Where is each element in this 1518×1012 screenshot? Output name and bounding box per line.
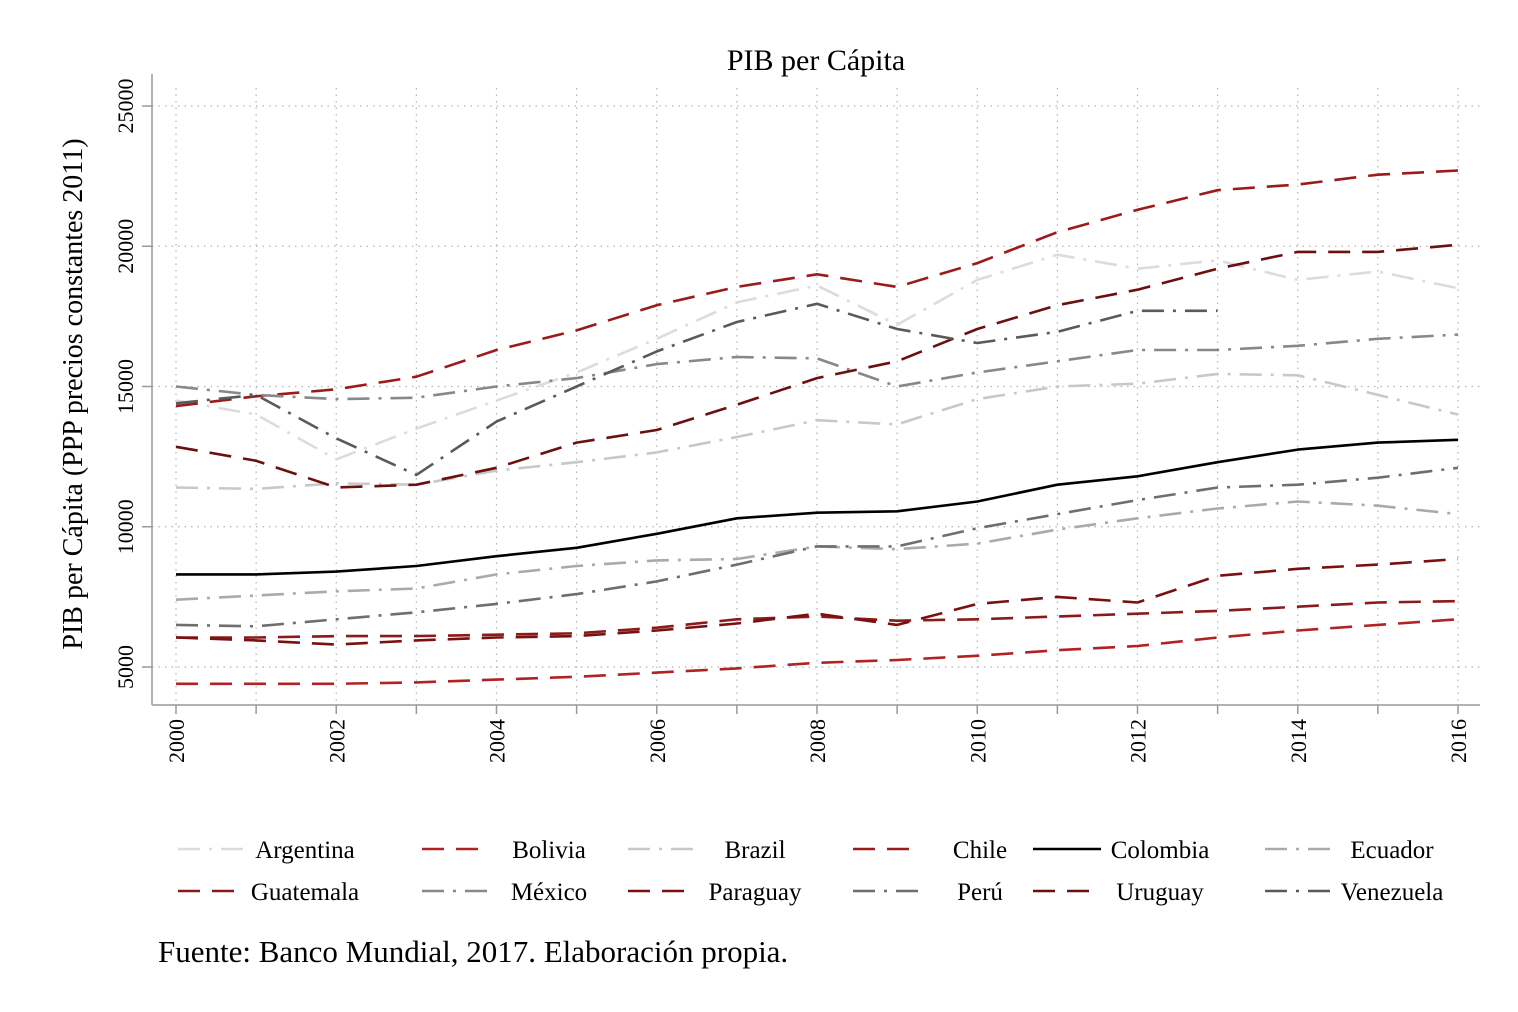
- series-line-guatemala: [176, 599, 1459, 639]
- x-axis-ticks: 2000 2002 2004 2006 2008 2010 2012 2014 2016: [164, 705, 1471, 763]
- y-tick-label: 20000: [113, 219, 138, 274]
- legend: Argentina Bolivia Brazil Chile Colombia Ecuad…: [178, 837, 1443, 906]
- series-line-brazil: [175, 372, 1459, 491]
- legend-label: Guatemala: [251, 879, 359, 906]
- legend-label: Paraguay: [708, 879, 802, 906]
- x-tick-label: 2004: [485, 719, 510, 763]
- legend-label: Bolivia: [512, 837, 586, 864]
- legend-label: Chile: [953, 837, 1007, 864]
- series-line-argentina: [175, 253, 1459, 461]
- series-line-uruguay: [175, 243, 1459, 489]
- chart-title: PIB per Cápita: [727, 44, 905, 77]
- axes: [151, 74, 1480, 706]
- legend-label: Perú: [957, 879, 1003, 906]
- series-line-colombia: [176, 438, 1459, 576]
- legend-label: Uruguay: [1116, 879, 1204, 906]
- legend-label: Venezuela: [1341, 879, 1444, 906]
- x-tick-label: 2010: [965, 719, 990, 763]
- legend-label: Colombia: [1111, 837, 1210, 864]
- legend-label: Brazil: [724, 837, 785, 864]
- y-axis-label: PIB per Cápita (PPP precios constantes 2…: [58, 138, 89, 649]
- series-line-venezuela: [175, 302, 1218, 477]
- x-tick-label: 2012: [1126, 719, 1151, 763]
- series-line-chile: [175, 169, 1459, 408]
- series-lines: [175, 169, 1459, 686]
- series-line-méxico: [175, 333, 1459, 401]
- x-tick-label: 2016: [1446, 719, 1471, 763]
- source-note: Fuente: Banco Mundial, 2017. Elaboración…: [158, 934, 788, 969]
- x-tick-label: 2006: [645, 719, 670, 763]
- legend-label: Ecuador: [1350, 837, 1434, 864]
- x-tick-label: 2014: [1286, 719, 1311, 763]
- x-tick-label: 2002: [324, 719, 349, 763]
- y-tick-label: 5000: [113, 645, 138, 689]
- y-tick-label: 10000: [113, 499, 138, 554]
- series-line-paraguay: [175, 557, 1459, 646]
- x-tick-label: 2008: [805, 719, 830, 763]
- series-line-bolivia: [176, 618, 1459, 686]
- legend-label: México: [511, 879, 587, 906]
- series-line-perú: [175, 466, 1459, 628]
- y-axis-ticks: 5000 10000 15000 20000 25000: [113, 79, 152, 689]
- y-tick-label: 15000: [113, 359, 138, 414]
- x-tick-label: 2000: [164, 719, 189, 763]
- gridlines: [152, 88, 1480, 705]
- legend-label: Argentina: [255, 837, 355, 864]
- y-tick-label: 25000: [113, 79, 138, 134]
